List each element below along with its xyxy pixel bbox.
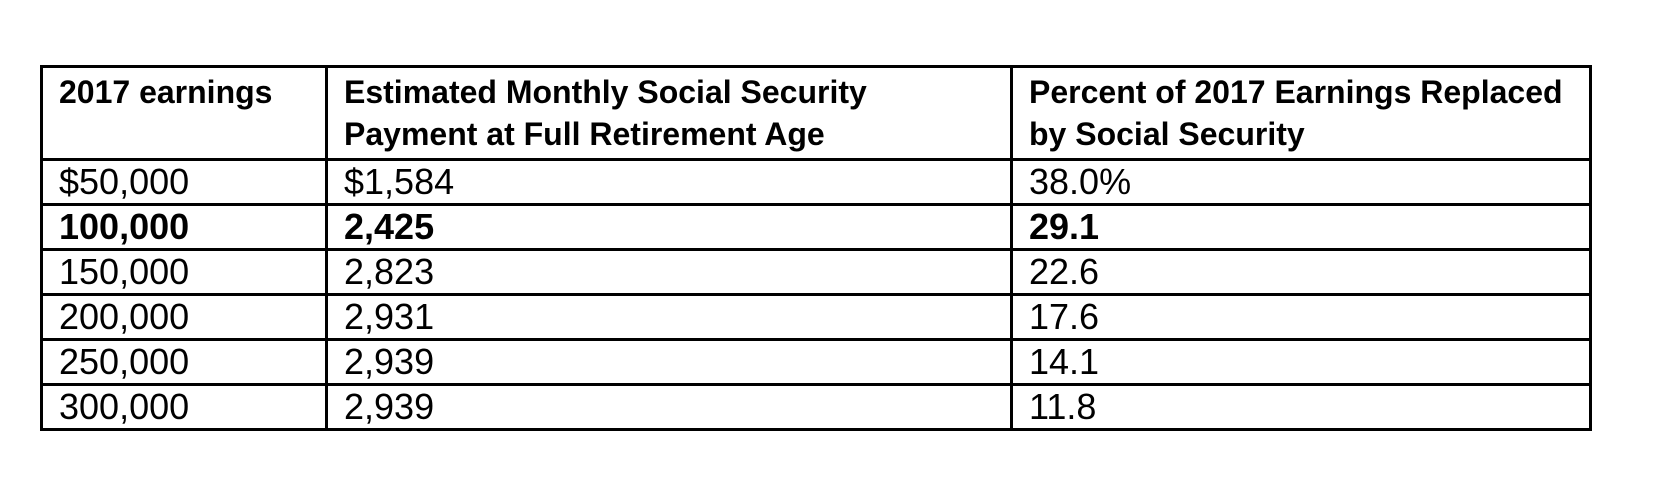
cell-percent: 11.8 bbox=[1010, 383, 1592, 431]
cell-payment: 2,939 bbox=[325, 383, 1013, 431]
cell-earnings: 200,000 bbox=[40, 293, 328, 341]
header-row: 2017 earnings Estimated Monthly Social S… bbox=[40, 65, 1592, 161]
header-cell-payment: Estimated Monthly Social Security Paymen… bbox=[325, 65, 1013, 161]
header-cell-percent: Percent of 2017 Earnings Replaced by Soc… bbox=[1010, 65, 1592, 161]
table-row: 300,000 2,939 11.8 bbox=[40, 383, 1592, 431]
social-security-earnings-table: 2017 earnings Estimated Monthly Social S… bbox=[40, 65, 1592, 431]
cell-percent: 14.1 bbox=[1010, 338, 1592, 386]
table-row-emphasized: 100,000 2,425 29.1 bbox=[40, 203, 1592, 251]
table-row: 150,000 2,823 22.6 bbox=[40, 248, 1592, 296]
table-row: 200,000 2,931 17.6 bbox=[40, 293, 1592, 341]
cell-earnings: $50,000 bbox=[40, 158, 328, 206]
cell-percent: 38.0% bbox=[1010, 158, 1592, 206]
header-cell-earnings: 2017 earnings bbox=[40, 65, 328, 161]
cell-payment: $1,584 bbox=[325, 158, 1013, 206]
cell-percent: 29.1 bbox=[1010, 203, 1592, 251]
cell-earnings: 300,000 bbox=[40, 383, 328, 431]
cell-payment: 2,931 bbox=[325, 293, 1013, 341]
cell-payment: 2,425 bbox=[325, 203, 1013, 251]
cell-payment: 2,823 bbox=[325, 248, 1013, 296]
table-row: 250,000 2,939 14.1 bbox=[40, 338, 1592, 386]
cell-earnings: 250,000 bbox=[40, 338, 328, 386]
cell-earnings: 150,000 bbox=[40, 248, 328, 296]
cell-percent: 17.6 bbox=[1010, 293, 1592, 341]
table-row: $50,000 $1,584 38.0% bbox=[40, 158, 1592, 206]
cell-payment: 2,939 bbox=[325, 338, 1013, 386]
cell-percent: 22.6 bbox=[1010, 248, 1592, 296]
cell-earnings: 100,000 bbox=[40, 203, 328, 251]
